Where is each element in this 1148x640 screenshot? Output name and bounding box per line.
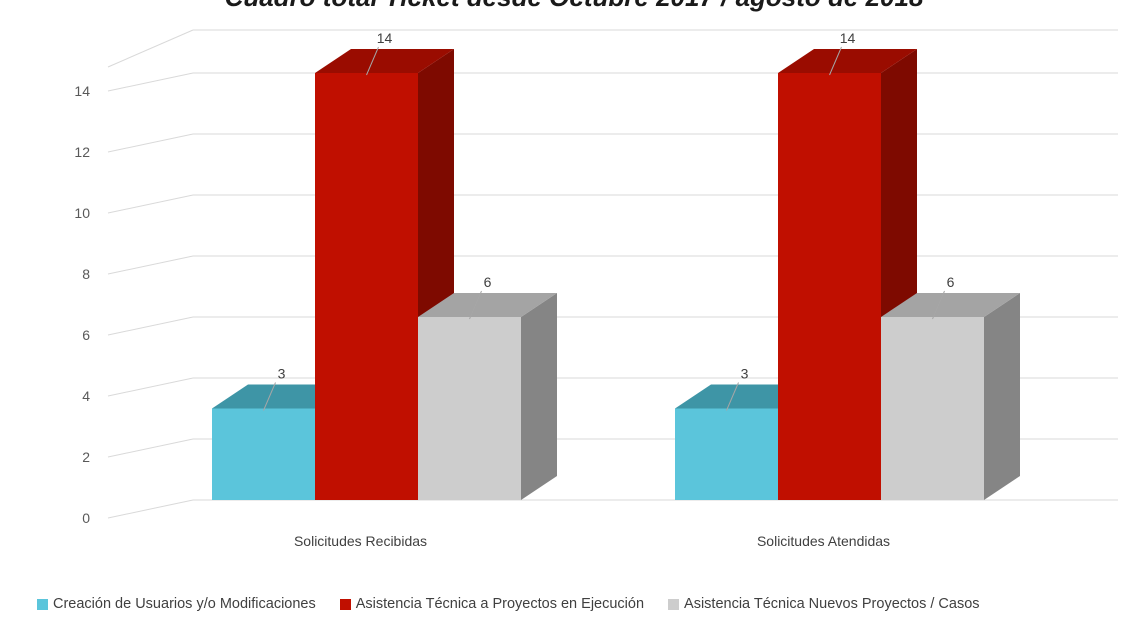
x-tick-label: Solicitudes Atendidas (757, 533, 890, 549)
bar-front (418, 317, 521, 500)
legend-label: Asistencia Técnica a Proyectos en Ejecuc… (356, 596, 644, 612)
y-axis: 0 2 4 6 8 10 12 14 (74, 83, 90, 526)
bar-layer: 3 14 6 3 14 6 (212, 30, 1020, 500)
bar: 6 (881, 274, 1020, 500)
gridline-side (108, 439, 193, 457)
y-tick-label: 2 (82, 449, 90, 465)
bar-front (881, 317, 984, 500)
data-label: 3 (278, 366, 286, 382)
legend-item-asistencia-nuevos[interactable]: Asistencia Técnica Nuevos Proyectos / Ca… (668, 596, 980, 612)
bar-front (315, 73, 418, 500)
bar-side (521, 293, 557, 500)
gridline-side (108, 195, 193, 213)
data-label: 3 (741, 366, 749, 382)
bar: 6 (418, 274, 557, 500)
data-label: 6 (947, 274, 955, 290)
y-tick-label: 10 (74, 205, 90, 221)
bar-front (778, 73, 881, 500)
legend-label: Asistencia Técnica Nuevos Proyectos / Ca… (684, 596, 980, 612)
legend-swatch (340, 599, 351, 610)
y-tick-label: 0 (82, 510, 90, 526)
legend-swatch (37, 599, 48, 610)
chart-title: Cuadro total Ticket desde Octubre 2017 /… (225, 0, 924, 12)
legend-item-asistencia-ejecucion[interactable]: Asistencia Técnica a Proyectos en Ejecuc… (340, 596, 644, 612)
y-tick-label: 6 (82, 327, 90, 343)
data-label: 6 (484, 274, 492, 290)
gridline-side (108, 256, 193, 274)
bar-side (984, 293, 1020, 500)
gridline-side (108, 30, 193, 67)
legend: Creación de Usuarios y/o Modificaciones … (37, 593, 1004, 615)
y-tick-label: 14 (74, 83, 90, 99)
gridline-side (108, 73, 193, 91)
legend-swatch (668, 599, 679, 610)
bar-front (675, 409, 778, 501)
data-label: 14 (377, 30, 393, 46)
y-tick-label: 4 (82, 388, 90, 404)
x-axis: Solicitudes Recibidas Solicitudes Atendid… (294, 533, 890, 549)
legend-label: Creación de Usuarios y/o Modificaciones (53, 596, 316, 612)
y-tick-label: 8 (82, 266, 90, 282)
gridline-side (108, 134, 193, 152)
data-label: 14 (840, 30, 856, 46)
legend-item-creacion-usuarios[interactable]: Creación de Usuarios y/o Modificaciones (37, 596, 316, 612)
y-tick-label: 12 (74, 144, 90, 160)
gridline-side (108, 500, 193, 518)
bar-front (212, 409, 315, 501)
gridline-side (108, 317, 193, 335)
gridline-side (108, 378, 193, 396)
x-tick-label: Solicitudes Recibidas (294, 533, 427, 549)
